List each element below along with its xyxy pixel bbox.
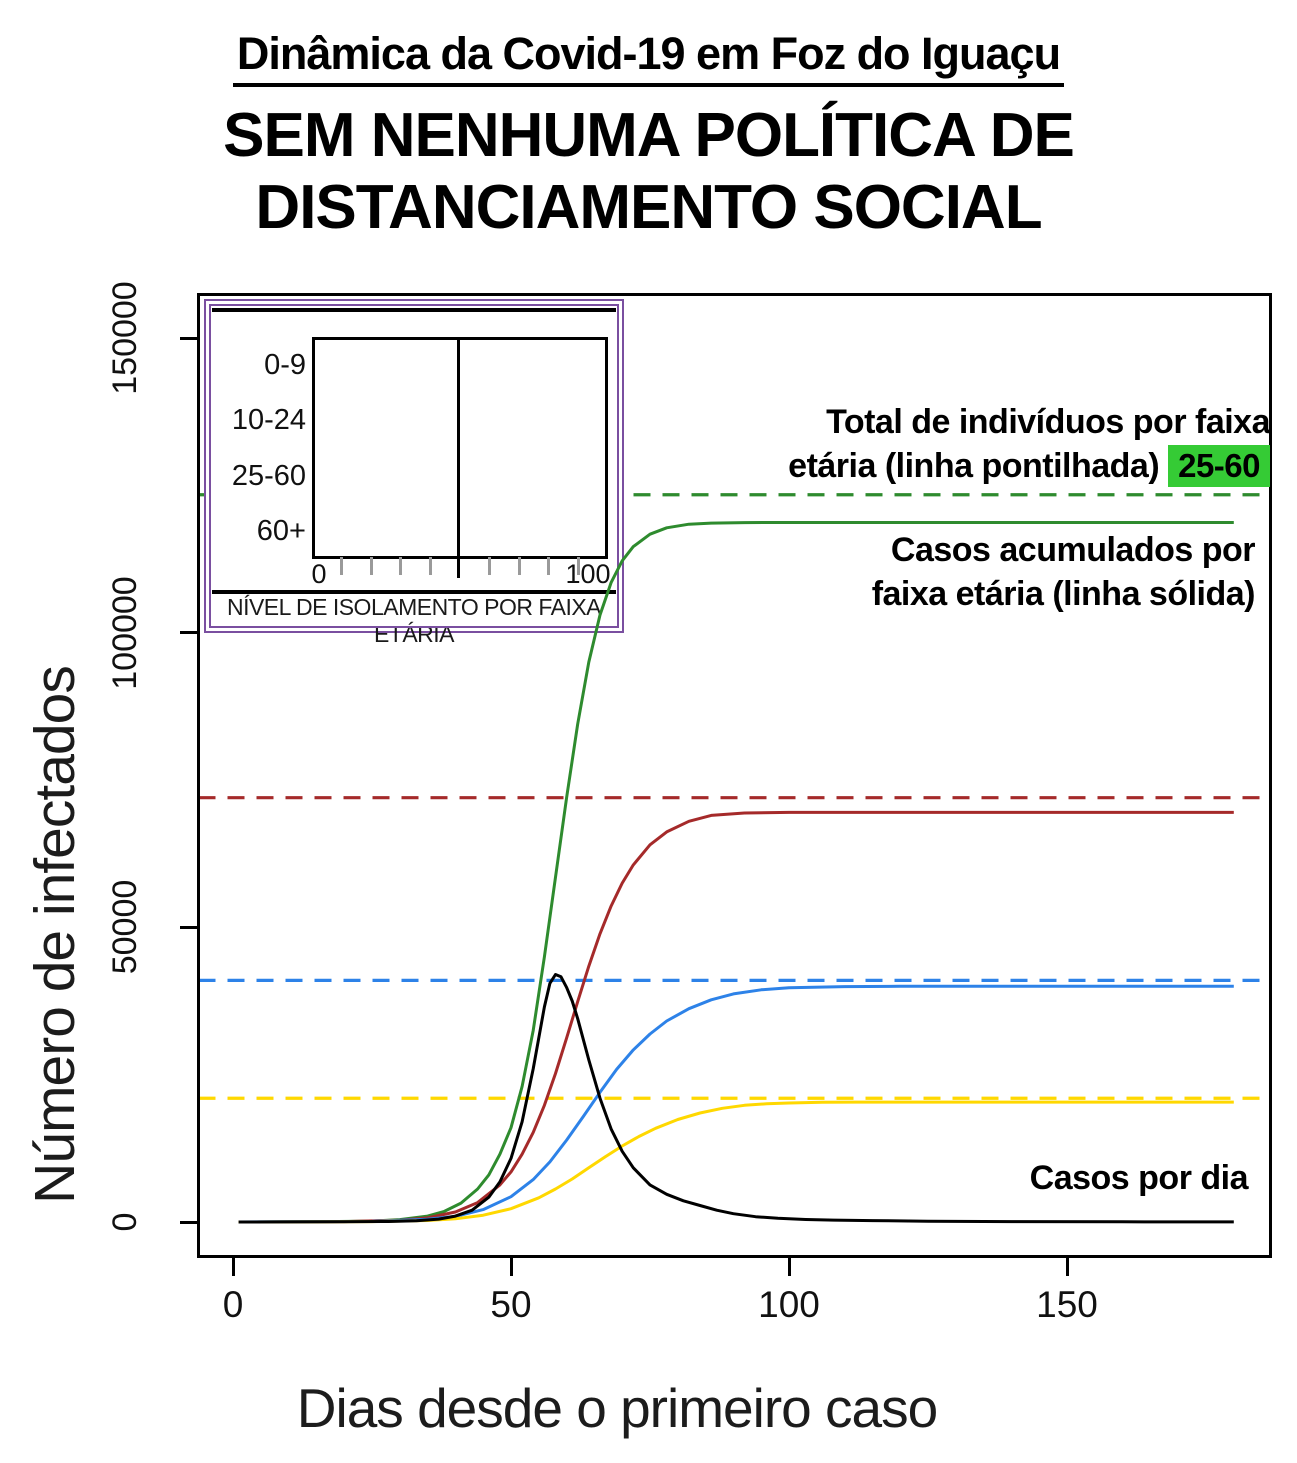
chart-subtitle-line2: DISTANCIAMENTO SOCIAL — [255, 173, 1042, 242]
legend-solid-note-line1: Casos acumulados por — [890, 531, 1256, 569]
y-tick-mark — [180, 1220, 197, 1224]
x-tick-label: 100 — [758, 1284, 820, 1325]
x-tick-label: 50 — [490, 1284, 532, 1325]
legend-chip-25-60: 25-60 — [1168, 445, 1270, 487]
y-tick-mark — [180, 925, 197, 929]
y-axis-title: Número de infectados — [23, 666, 87, 1204]
inset-caption: NÍVEL DE ISOLAMENTO POR FAIXA ETÁRIA — [226, 594, 602, 647]
inset-x-min-label: 0 — [311, 559, 327, 589]
legend-solid-note: Casos acumulados por faixa etária (linha… — [700, 528, 1256, 616]
inset-center-line — [457, 340, 460, 578]
x-tick-mark — [509, 1258, 513, 1276]
legend-dashed-note-line1: Total de indivíduos por faixa — [826, 403, 1270, 441]
isolation-inset-panel: 0-9 10-24 25-60 60+ 0 100 NÍVEL DE ISOLAMEN… — [204, 299, 624, 647]
y-tick-mark — [180, 631, 197, 635]
chart-subtitle: SEM NENHUMA POLÍTICA DE DISTANCIAMENTO S… — [0, 100, 1297, 244]
x-tick-label: 150 — [1036, 1284, 1098, 1325]
inset-plot-box — [312, 337, 608, 559]
inset-x-tick-mark — [488, 557, 492, 575]
inset-category-label: 60+ — [256, 515, 306, 548]
inset-x-tick-mark — [340, 557, 344, 575]
y-tick-mark — [180, 336, 197, 340]
x-axis-title: Dias desde o primeiro caso — [296, 1377, 938, 1439]
chart-title: Dinâmica da Covid-19 em Foz do Iguaçu — [0, 28, 1297, 87]
x-tick-mark — [1065, 1258, 1069, 1276]
inset-x-tick-mark — [547, 557, 551, 575]
legend-daily-cases-label: Casos por dia — [1029, 1159, 1249, 1197]
y-tick-label: 0 — [105, 1212, 144, 1232]
chart-subtitle-line1: SEM NENHUMA POLÍTICA DE — [223, 101, 1075, 170]
x-tick-mark — [231, 1258, 235, 1276]
inset-category-label: 0-9 — [264, 348, 306, 381]
inset-x-tick-mark — [399, 557, 403, 575]
legend-solid-note-line2: faixa etária (linha sólida) — [871, 575, 1256, 613]
legend-dashed-note-line2: etária (linha pontilhada) 25-60 — [600, 444, 1270, 488]
inset-x-max-label: 100 — [565, 559, 611, 589]
inset-top-rule — [212, 308, 616, 312]
x-tick-mark — [787, 1258, 791, 1276]
y-tick-label: 150000 — [105, 281, 144, 395]
chart-title-line1: Dinâmica da Covid-19 em Foz do Iguaçu — [232, 28, 1065, 87]
inset-category-label: 25-60 — [231, 459, 306, 492]
inset-category-label: 10-24 — [231, 404, 306, 437]
legend-dashed-note: Total de indivíduos por faixa etária (li… — [600, 400, 1271, 488]
inset-x-tick-mark — [517, 557, 521, 575]
y-tick-label: 100000 — [105, 575, 144, 690]
plot-area — [197, 293, 1272, 1258]
inset-x-tick-mark — [369, 557, 373, 575]
y-tick-label: 50000 — [105, 880, 144, 975]
inset-x-tick-mark — [428, 557, 432, 575]
x-tick-label: 0 — [222, 1284, 244, 1325]
